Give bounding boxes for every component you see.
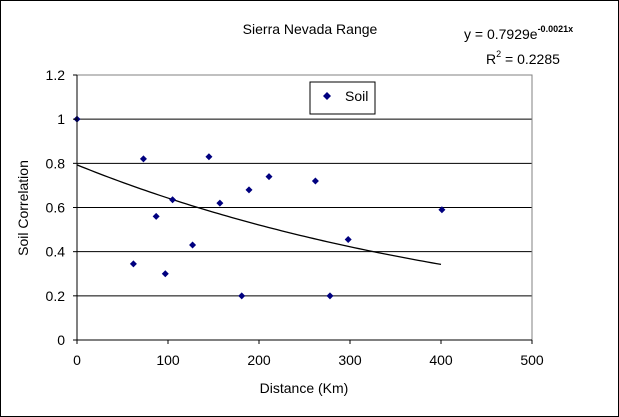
data-point-1 [129,260,137,268]
data-point-3 [152,212,160,220]
r-squared-base: R [486,51,496,67]
y-axis-ticks: 0 0.2 0.4 0.6 0.8 1 1.2 [46,67,77,348]
data-point-5 [169,196,177,204]
plot-area [73,74,533,341]
x-tick-label-5: 500 [520,352,544,368]
x-axis-ticks: 0 100 200 300 400 500 [73,340,544,368]
r-squared-power: 2 [496,49,501,59]
data-point-12 [311,177,319,185]
y-tick-label-1: 0.2 [46,288,66,304]
trend-equation-base: y = 0.7929e [464,26,538,42]
data-point-10 [245,186,253,194]
y-tick-label-3: 0.6 [46,200,66,216]
legend-entry-soil: Soil [345,88,368,104]
y-tick-label-4: 0.8 [46,155,66,171]
y-tick-label-6: 1.2 [46,67,66,83]
trend-equation-exponent: -0.0021x [538,24,574,34]
y-tick-label-5: 1 [57,111,65,127]
trendline-group [76,164,442,266]
data-point-14 [344,236,352,244]
data-point-9 [238,292,246,300]
data-point-15 [438,206,446,214]
x-tick-label-2: 200 [247,352,271,368]
data-points [73,115,446,300]
legend-box [309,81,376,115]
y-tick-label-0: 0 [57,332,65,348]
y-tick-label-2: 0.4 [46,244,66,260]
data-point-7 [205,153,213,161]
x-tick-label-4: 400 [429,352,453,368]
r-squared-value: = 0.2285 [501,51,560,67]
r-squared: R2 = 0.2285 [486,49,560,67]
x-tick-label-3: 300 [338,352,362,368]
data-point-11 [265,173,273,181]
data-point-13 [326,292,334,300]
data-point-4 [161,270,169,278]
x-tick-label-1: 100 [156,352,180,368]
data-point-8 [216,199,224,207]
trend-equation: y = 0.7929e-0.0021x [464,24,573,42]
x-tick-label-0: 0 [73,352,81,368]
legend-marker-diamond [323,92,331,100]
trendline [76,164,442,266]
y-axis-title: Soil Correlation [15,160,31,256]
data-point-6 [189,241,197,249]
x-axis-title: Distance (Km) [260,380,349,396]
chart-title: Sierra Nevada Range [243,21,378,37]
legend: Soil [309,81,376,115]
data-point-2 [139,155,147,163]
